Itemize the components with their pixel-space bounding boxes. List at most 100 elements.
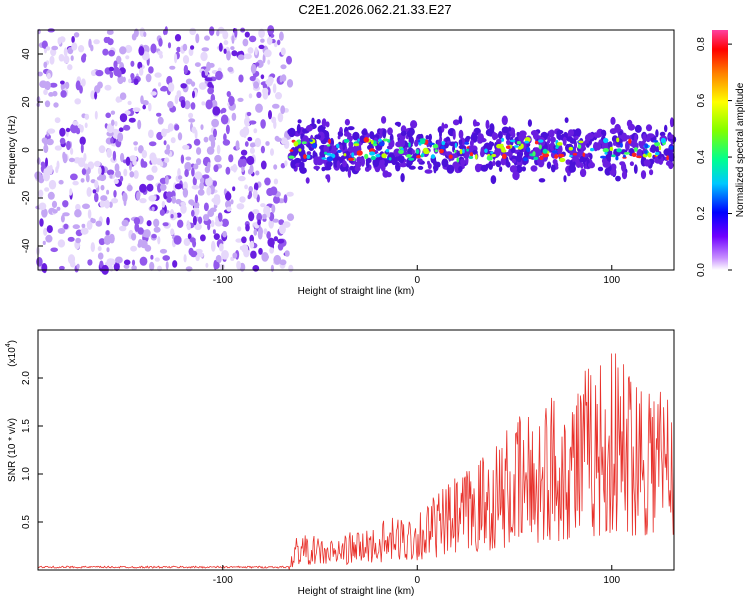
noise-speck — [203, 136, 209, 143]
spectrogram-x-tick-label: 0 — [414, 275, 420, 286]
noise-speck — [140, 95, 144, 105]
noise-speck — [106, 169, 115, 176]
noise-speck — [53, 102, 59, 108]
noise-speck — [266, 231, 271, 240]
noise-speck — [215, 70, 223, 81]
noise-speck — [72, 180, 79, 186]
signal-speck — [375, 157, 380, 163]
signal-speck — [621, 162, 627, 172]
signal-speck — [521, 166, 526, 172]
noise-speck — [180, 154, 185, 164]
noise-speck — [231, 112, 237, 121]
signal-speck — [452, 119, 460, 126]
noise-speck — [114, 121, 118, 127]
noise-speck — [148, 66, 154, 74]
noise-speck — [94, 110, 98, 120]
noise-speck — [59, 137, 66, 145]
noise-speck — [248, 211, 255, 222]
noise-speck — [252, 209, 260, 215]
signal-speck — [443, 123, 449, 129]
noise-speck — [273, 164, 278, 170]
noise-speck — [148, 102, 152, 112]
snr-y-scale-label: (x104) — [5, 340, 18, 367]
noise-speck — [103, 235, 111, 246]
noise-speck — [117, 75, 124, 85]
noise-speck — [51, 45, 59, 51]
noise-speck — [161, 200, 166, 208]
signal-speck — [352, 131, 360, 141]
snr-y-tick-label: 0.5 — [21, 515, 32, 529]
signal-speck — [515, 165, 523, 174]
noise-speck — [119, 92, 127, 100]
noise-speck — [250, 63, 257, 74]
noise-speck — [167, 123, 174, 132]
noise-speck — [60, 214, 65, 223]
noise-speck — [212, 196, 221, 206]
signal-speck — [417, 165, 424, 170]
signal-peak — [336, 149, 342, 153]
snr-x-ticks: -100 0 100 — [213, 565, 621, 586]
noise-speck — [258, 28, 265, 38]
noise-speck — [129, 171, 135, 178]
signal-speck — [378, 158, 385, 166]
noise-speck — [71, 36, 75, 43]
noise-speck — [126, 184, 133, 192]
noise-speck — [94, 91, 98, 100]
noise-speck — [219, 263, 225, 270]
signal-speck — [550, 164, 556, 173]
noise-speck — [67, 47, 74, 55]
noise-speck — [278, 224, 286, 235]
noise-speck — [106, 258, 115, 265]
signal-peak — [628, 138, 632, 144]
signal-speck — [323, 144, 330, 154]
noise-speck — [55, 166, 59, 174]
noise-speck — [185, 266, 193, 272]
noise-speck — [151, 234, 157, 239]
noise-speck — [223, 40, 229, 46]
noise-speck — [106, 189, 110, 195]
signal-peak — [569, 154, 573, 158]
noise-speck — [250, 143, 255, 148]
noise-speck — [234, 28, 238, 38]
noise-speck — [205, 176, 213, 187]
snr-y-ticks: 0.5 1.0 1.5 2.0 — [21, 371, 43, 529]
signal-peak — [454, 142, 458, 148]
signal-peak — [382, 138, 389, 142]
signal-speck — [579, 155, 584, 163]
signal-speck — [668, 152, 675, 162]
noise-speck — [138, 145, 144, 154]
noise-speck — [262, 90, 269, 100]
signal-speck — [621, 132, 627, 139]
signal-peak — [428, 142, 435, 146]
noise-speck — [146, 183, 154, 192]
signal-speck — [567, 129, 575, 137]
noise-speck — [177, 175, 183, 180]
signal-speck — [532, 130, 539, 140]
noise-speck — [286, 79, 294, 88]
noise-speck — [124, 44, 133, 54]
signal-speck — [640, 170, 647, 180]
noise-speck — [180, 204, 187, 214]
noise-speck — [166, 191, 173, 198]
noise-speck — [43, 61, 48, 68]
noise-speck — [255, 103, 263, 113]
signal-speck — [550, 136, 556, 143]
noise-speck — [195, 254, 200, 262]
noise-speck — [114, 163, 120, 173]
noise-speck — [94, 160, 101, 167]
signal-speck — [381, 116, 387, 124]
noise-speck — [268, 110, 272, 120]
signal-speck — [669, 117, 674, 128]
signal-speck — [425, 135, 430, 140]
noise-speck — [133, 217, 141, 225]
noise-speck — [66, 140, 71, 151]
noise-speck — [280, 137, 288, 145]
noise-speck — [273, 195, 280, 204]
signal-peak — [439, 149, 444, 154]
noise-speck — [90, 90, 96, 100]
noise-speck — [49, 82, 58, 88]
noise-speck — [174, 34, 182, 42]
noise-speck — [84, 122, 88, 129]
noise-speck — [188, 112, 194, 119]
signal-speck — [400, 173, 405, 183]
